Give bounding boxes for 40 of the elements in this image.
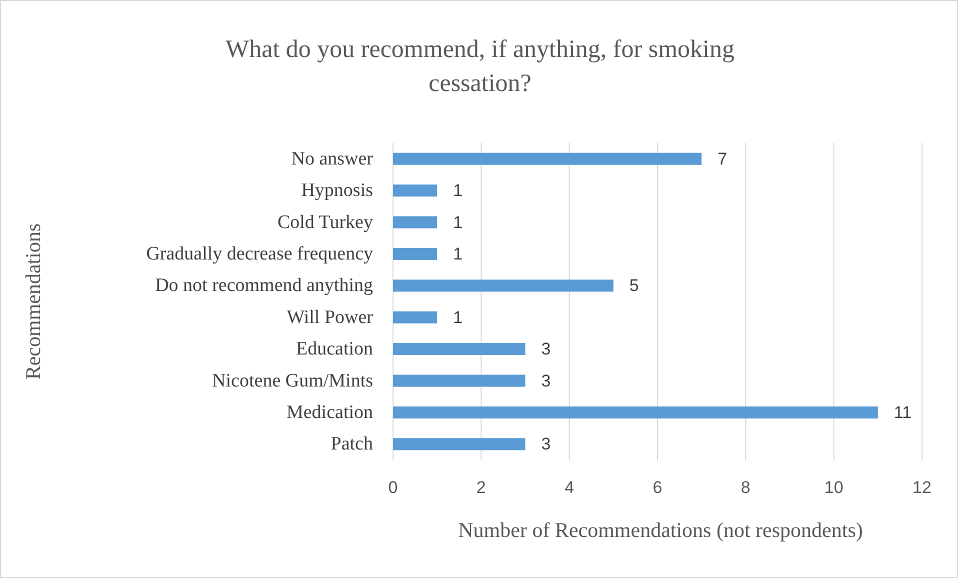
x-tick-label: 2 (476, 478, 486, 497)
data-label: 1 (453, 181, 463, 200)
x-tick-label: 10 (824, 478, 844, 497)
bar (393, 406, 878, 418)
y-tick-label: No answer (291, 148, 374, 170)
y-tick-label: Medication (286, 402, 374, 423)
data-label: 3 (541, 371, 551, 390)
data-label: 7 (718, 149, 728, 168)
y-tick-label: Cold Turkey (277, 212, 374, 233)
bar (393, 248, 438, 260)
bar (393, 280, 614, 292)
bar (393, 216, 438, 228)
x-tick-label: 0 (388, 478, 398, 497)
data-label: 1 (453, 212, 463, 232)
data-label: 5 (629, 276, 639, 296)
data-label: 3 (541, 340, 551, 359)
bar (393, 184, 438, 197)
y-tick-label: Will Power (286, 306, 374, 328)
data-label: 1 (453, 244, 463, 264)
bar (393, 152, 702, 165)
x-tick-label: 12 (912, 478, 932, 497)
x-axis-title: Number of Recommendations (not respondents) (458, 518, 863, 542)
y-tick-label: Education (296, 338, 374, 360)
y-tick-label: Patch (330, 434, 374, 455)
data-label: 3 (541, 434, 551, 454)
x-tick-label: 6 (652, 478, 662, 497)
bar (393, 311, 438, 324)
bar (393, 438, 526, 450)
data-label: 1 (453, 308, 463, 327)
y-tick-label: Do not recommend anything (155, 275, 374, 296)
y-axis-title: Recommendations (21, 223, 45, 380)
y-tick-label: Gradually decrease frequency (146, 243, 374, 264)
x-tick-label: 4 (564, 478, 574, 497)
bar (393, 374, 526, 387)
chart-title: What do you recommend, if anything, for smoking cessation? (226, 36, 735, 97)
y-tick-label: Hypnosis (301, 180, 373, 202)
data-label: 11 (894, 402, 912, 422)
y-tick-label: Nicotene Gum/Mints (212, 370, 373, 392)
bar (393, 343, 526, 356)
x-tick-label: 8 (740, 478, 750, 497)
